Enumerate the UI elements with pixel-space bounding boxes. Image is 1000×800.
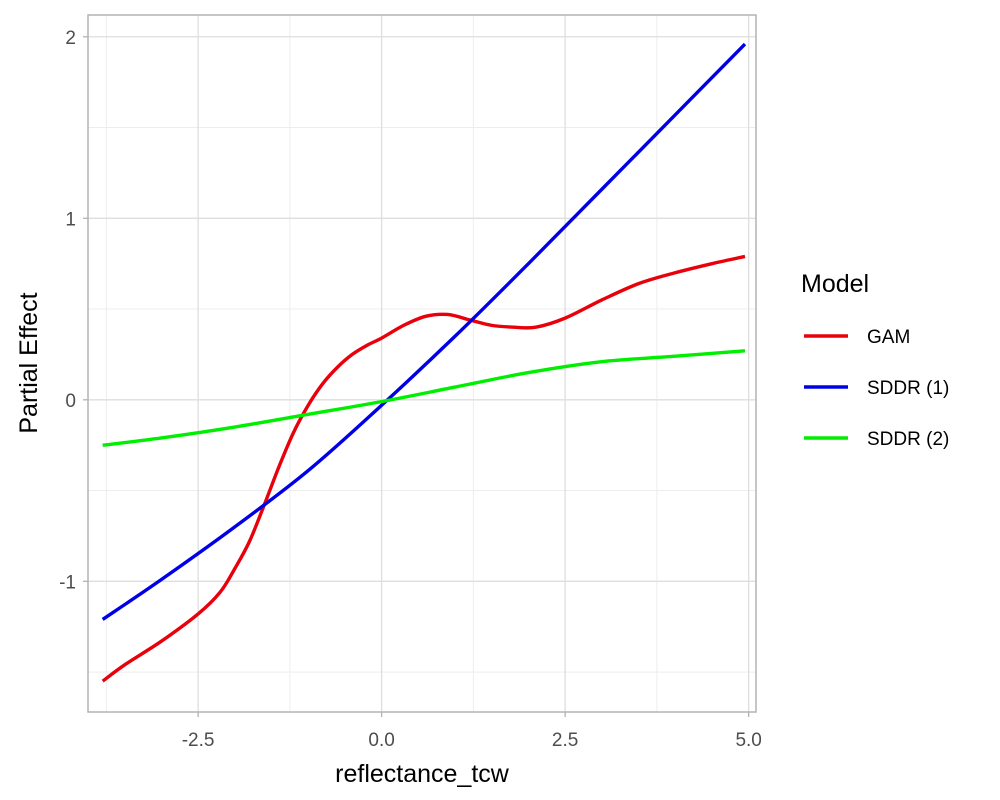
legend-item-sddr-2: SDDR (2) (804, 429, 949, 450)
y-axis-ticks: -1 0 1 2 (59, 28, 88, 593)
x-tick-label: -2.5 (182, 730, 215, 751)
x-axis-ticks: -2.5 0.0 2.5 5.0 (182, 712, 762, 751)
legend-item-gam: GAM (804, 327, 910, 348)
legend-label-sddr-2: SDDR (2) (867, 429, 949, 450)
y-tick-label: -1 (59, 572, 76, 593)
legend: Model GAM SDDR (1) SDDR (2) (801, 270, 949, 450)
legend-title: Model (801, 270, 869, 298)
y-tick-label: 0 (65, 391, 76, 412)
plot-panel-border (87, 14, 757, 713)
legend-items: GAM SDDR (1) SDDR (2) (804, 327, 949, 450)
plot-background (88, 15, 756, 712)
legend-label-gam: GAM (867, 327, 910, 348)
series-line-sddr-1 (101, 42, 747, 621)
series-line-gam (101, 254, 746, 683)
legend-label-sddr-1: SDDR (1) (867, 378, 949, 399)
legend-item-sddr-1: SDDR (1) (804, 378, 949, 399)
x-tick-label: 0.0 (368, 730, 394, 751)
grid-major (88, 15, 756, 712)
series-line-sddr-2 (102, 349, 746, 447)
x-tick-label: 5.0 (735, 730, 761, 751)
y-tick-label: 1 (65, 209, 76, 230)
x-tick-label: 2.5 (552, 730, 578, 751)
series-lines (101, 42, 747, 683)
y-axis-title: Partial Effect (15, 292, 43, 433)
y-tick-label: 2 (65, 28, 76, 49)
x-axis-title: reflectance_tcw (335, 760, 510, 788)
